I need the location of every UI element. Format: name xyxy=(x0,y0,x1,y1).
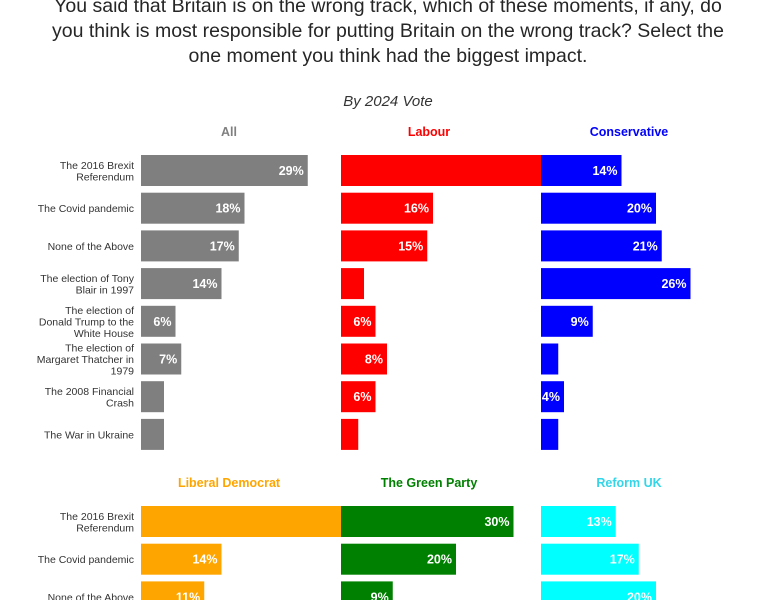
title-line-2: you think is most responsible for puttin… xyxy=(51,20,725,42)
bar-6-1 xyxy=(541,506,616,537)
data-label-3-5: 9% xyxy=(571,315,589,329)
data-label-2-2: 16% xyxy=(404,202,429,216)
data-label-1-2: 18% xyxy=(215,202,240,216)
series-title-4: Liberal Democrat xyxy=(178,476,281,490)
bar-6-2 xyxy=(541,543,639,575)
series-title-6: Reform UK xyxy=(596,476,661,490)
bar-1-3 xyxy=(141,230,239,262)
series-title-5: The Green Party xyxy=(381,476,478,490)
series-title-1: All xyxy=(221,125,237,139)
bar-2-8 xyxy=(341,418,359,450)
data-label-1-1: 29% xyxy=(279,164,304,178)
bar-2-5 xyxy=(341,305,376,337)
bar-2-3 xyxy=(341,230,428,262)
title-line-3: one moment you think had the biggest imp… xyxy=(188,45,588,67)
data-label-1-5: 6% xyxy=(153,315,171,329)
category-label-1-4: The election of Tony Blair in 1997 xyxy=(40,273,135,297)
data-label-3-1: 14% xyxy=(592,164,617,178)
data-label-2-7: 6% xyxy=(353,390,371,404)
bar-4-3 xyxy=(141,581,205,600)
bar-1-5 xyxy=(141,305,176,337)
bar-1-7 xyxy=(141,381,164,413)
category-label-2-3: None of the Above xyxy=(48,592,135,600)
data-label-6-2: 17% xyxy=(610,553,635,567)
bar-2-1 xyxy=(341,155,571,186)
category-label-1-3: None of the Above xyxy=(48,241,135,253)
bar-2-6 xyxy=(341,343,387,375)
category-label-2-2: The Covid pandemic xyxy=(38,554,134,566)
data-label-3-4: 26% xyxy=(661,277,686,291)
bar-3-8 xyxy=(541,418,559,450)
bar-2-7 xyxy=(341,381,376,413)
bar-5-1 xyxy=(341,506,514,537)
bar-3-1 xyxy=(541,155,622,186)
data-label-6-1: 13% xyxy=(587,515,612,529)
bar-4-2 xyxy=(141,543,222,575)
category-label-1-5: The election of Donald Trump to the White … xyxy=(39,305,134,340)
chart-subtitle: By 2024 Vote xyxy=(343,93,433,110)
data-label-6-3: 20% xyxy=(627,590,652,600)
data-label-4-2: 14% xyxy=(192,553,217,567)
bar-6-3 xyxy=(541,581,656,600)
bar-3-5 xyxy=(541,305,593,337)
category-label-1-2: The Covid pandemic xyxy=(38,203,134,215)
data-label-2-3: 15% xyxy=(398,239,423,253)
data-label-5-3: 9% xyxy=(371,590,389,600)
category-label-1-8: The War in Ukraine xyxy=(44,429,134,441)
bar-1-2 xyxy=(141,192,245,224)
bar-1-6 xyxy=(141,343,182,375)
series-title-3: Conservative xyxy=(590,125,669,139)
bar-1-8 xyxy=(141,418,164,450)
data-label-2-5: 6% xyxy=(353,315,371,329)
bar-1-1 xyxy=(141,155,308,186)
data-label-4-3: 11% xyxy=(176,590,200,600)
data-label-2-6: 8% xyxy=(365,353,383,367)
bar-3-3 xyxy=(541,230,662,262)
data-label-1-4: 14% xyxy=(192,277,217,291)
data-label-3-2: 20% xyxy=(627,202,652,216)
bar-2-4 xyxy=(341,268,364,300)
series-title-2: Labour xyxy=(408,125,450,139)
chart-title: You said that Britain is on the wrong tr… xyxy=(0,0,776,69)
bar-1-4 xyxy=(141,268,222,300)
bar-2-2 xyxy=(341,192,433,224)
data-label-1-3: 17% xyxy=(210,239,235,253)
bar-3-6 xyxy=(541,343,559,375)
category-label-2-1: The 2016 Brexit Referendum xyxy=(60,511,134,535)
bar-5-3 xyxy=(341,581,393,600)
data-label-3-3: 21% xyxy=(633,239,658,253)
data-label-3-7: 4% xyxy=(542,390,560,404)
category-label-1-1: The 2016 Brexit Referendum xyxy=(60,160,134,184)
bar-3-2 xyxy=(541,192,656,224)
category-label-1-7: The 2008 Financial Crash xyxy=(45,386,134,410)
bar-5-2 xyxy=(341,543,456,575)
bar-3-7 xyxy=(541,381,564,413)
bar-3-4 xyxy=(541,268,691,300)
data-label-1-6: 7% xyxy=(159,353,177,367)
data-label-5-2: 20% xyxy=(427,553,452,567)
category-label-1-6: The election of Margaret Thatcher in 1979 xyxy=(37,343,134,378)
data-label-5-1: 30% xyxy=(484,515,509,529)
title-line-1: You said that Britain is on the wrong tr… xyxy=(54,0,722,17)
